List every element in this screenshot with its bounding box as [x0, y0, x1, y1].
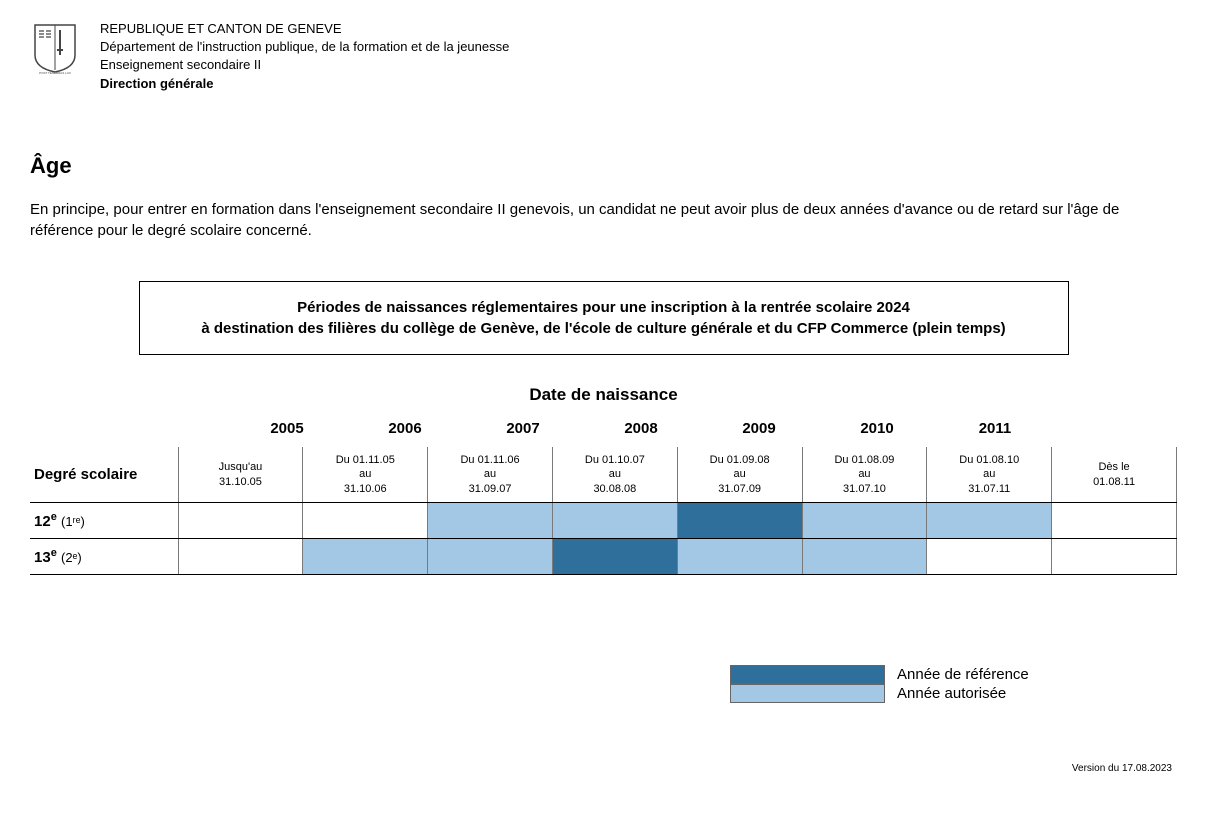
intro-paragraph: En principe, pour entrer en formation da… [30, 199, 1177, 241]
fill-cell [303, 503, 428, 539]
grade-row-13: 13e (2ᵉ) [30, 539, 1177, 575]
fill-cell [428, 539, 553, 575]
fill-cell [428, 503, 553, 539]
fill-cell [303, 539, 428, 575]
info-box: Périodes de naissances réglementaires po… [139, 281, 1069, 355]
fill-cell [927, 503, 1052, 539]
year-label: 2006 [346, 420, 464, 437]
section-title: Âge [30, 153, 1177, 179]
year-label: 2011 [936, 420, 1054, 437]
svg-text:POST TENEBRAS LUX: POST TENEBRAS LUX [39, 71, 71, 75]
fill-cell [802, 503, 927, 539]
grade-row-12: 12e (1ʳᵉ) [30, 503, 1177, 539]
fill-cell [802, 539, 927, 575]
period-cell: Du 01.08.09 au 31.07.10 [802, 447, 927, 503]
period-cell: Du 01.11.05 au 31.10.06 [303, 447, 428, 503]
year-label: 2008 [582, 420, 700, 437]
legend-authorized: Année autorisée [730, 684, 1177, 703]
fill-cell [677, 539, 802, 575]
info-box-line-2: à destination des filières du collège de… [160, 318, 1048, 339]
legend-swatch-authorized [730, 684, 885, 703]
geneva-crest-icon: POST TENEBRAS LUX [30, 20, 80, 75]
period-cell: Du 01.08.10 au 31.07.11 [927, 447, 1052, 503]
legend-label-authorized: Année autorisée [897, 685, 1006, 702]
fill-cell [1052, 539, 1177, 575]
header-line-1: REPUBLIQUE ET CANTON DE GENEVE [100, 20, 509, 38]
period-cell: Du 01.10.07 au 30.08.08 [552, 447, 677, 503]
legend-reference: Année de référence [730, 665, 1177, 684]
fill-cell [677, 503, 802, 539]
year-label: 2007 [464, 420, 582, 437]
fill-cell [552, 503, 677, 539]
year-label: 2010 [818, 420, 936, 437]
period-cell: Dès le 01.08.11 [1052, 447, 1177, 503]
info-box-line-1: Périodes de naissances réglementaires po… [160, 297, 1048, 318]
legend: Année de référence Année autorisée [730, 665, 1177, 703]
birth-period-table: Date de naissance 2005 2006 2007 2008 20… [30, 385, 1177, 576]
header-line-4: Direction générale [100, 75, 509, 93]
row-label-header: Degré scolaire [30, 447, 178, 503]
grade-label: 12e (1ʳᵉ) [30, 503, 178, 539]
fill-cell [178, 539, 303, 575]
grade-label: 13e (2ᵉ) [30, 539, 178, 575]
header-text: REPUBLIQUE ET CANTON DE GENEVE Départeme… [100, 20, 509, 93]
letterhead: POST TENEBRAS LUX REPUBLIQUE ET CANTON D… [30, 20, 1177, 93]
fill-cell [552, 539, 677, 575]
fill-cell [927, 539, 1052, 575]
fill-cell [178, 503, 303, 539]
year-label: 2005 [228, 420, 346, 437]
legend-swatch-reference [730, 665, 885, 684]
date-ranges-row: Degré scolaire Jusqu'au 31.10.05 Du 01.1… [30, 447, 1177, 503]
fill-cell [1052, 503, 1177, 539]
year-label: 2009 [700, 420, 818, 437]
period-cell: Du 01.11.06 au 31.09.07 [428, 447, 553, 503]
period-cell: Jusqu'au 31.10.05 [178, 447, 303, 503]
year-labels-row: 2005 2006 2007 2008 2009 2010 2011 [30, 420, 1177, 437]
version-footer: Version du 17.08.2023 [30, 763, 1177, 774]
header-line-2: Département de l'instruction publique, d… [100, 38, 509, 56]
dob-column-header: Date de naissance [30, 385, 1177, 405]
period-cell: Du 01.09.08 au 31.07.09 [677, 447, 802, 503]
header-line-3: Enseignement secondaire II [100, 56, 509, 74]
legend-label-reference: Année de référence [897, 666, 1029, 683]
